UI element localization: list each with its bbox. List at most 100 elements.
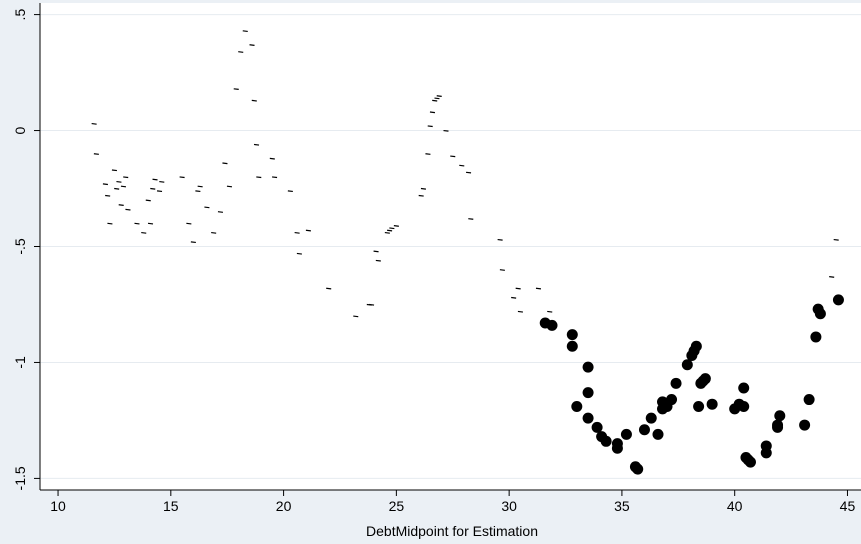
data-point-s0-66 [497,238,503,241]
data-point-s0-64 [465,171,472,174]
data-point-s0-0 [91,122,97,125]
data-point-s0-48 [375,259,381,262]
data-point-s0-1 [93,153,99,155]
data-point-s0-42 [305,229,311,232]
data-point-s0-17 [152,178,158,181]
y-axis-ticks: .5 0 -.5 -1 -1.5 [12,9,40,490]
x-tick-label-4: 30 [501,498,517,514]
y-tick-label-3: -1 [12,356,28,369]
data-point-s0-62 [450,155,456,158]
data-point-s0-18 [156,190,163,193]
data-point-s0-55 [425,153,431,155]
x-tick-label-6: 40 [727,498,743,514]
data-point-s0-30 [233,88,239,91]
data-point-s0-28 [222,162,228,165]
gridlines [40,14,861,479]
data-point-s1-39 [744,456,756,468]
data-point-s0-21 [186,222,192,225]
data-point-s1-36 [738,382,750,394]
data-point-s1-28 [693,401,705,413]
data-point-s1-7 [582,412,594,424]
x-tick-label-3: 25 [389,498,405,514]
data-point-s0-22 [190,241,196,244]
data-point-s0-9 [120,185,127,188]
data-point-s0-71 [535,287,542,290]
data-point-s1-6 [582,387,594,399]
y-tick-label-0: .5 [12,9,28,21]
data-point-s0-69 [515,287,521,290]
data-point-s0-20 [179,176,185,179]
data-point-s1-35 [738,401,750,413]
data-point-s0-19 [159,180,165,183]
data-point-s0-63 [459,164,465,167]
data-point-s0-31 [238,51,244,53]
y-tick-label-2: -.5 [12,238,28,255]
data-point-s0-37 [269,157,275,160]
data-point-s1-17 [645,412,657,424]
x-tick-label-0: 10 [50,498,66,514]
data-point-s0-43 [326,287,332,290]
data-point-s0-14 [145,199,151,202]
x-axis-title: DebtMidpoint for Estimation [366,523,538,539]
data-point-s0-25 [204,206,210,209]
data-point-s0-49 [384,231,390,234]
data-point-s0-16 [150,187,156,190]
data-point-s0-23 [195,190,201,193]
data-point-s1-46 [803,394,815,406]
data-point-s1-13 [620,428,632,440]
data-point-s1-8 [591,421,603,433]
data-point-s0-51 [389,227,395,230]
data-point-s1-22 [666,394,678,406]
data-point-s0-72 [547,310,553,313]
y-tick-label-1: 0 [12,126,28,134]
data-point-s1-18 [652,428,664,440]
x-tick-label-1: 15 [163,498,179,514]
x-tick-label-5: 35 [614,498,630,514]
data-point-s0-13 [141,231,147,234]
data-point-s0-53 [418,194,424,197]
data-point-s0-15 [147,222,154,225]
data-point-s0-44 [353,315,359,318]
data-point-s1-44 [774,410,786,422]
data-point-s1-12 [611,438,623,450]
data-point-s0-26 [211,231,217,234]
data-point-s0-34 [251,99,257,102]
data-point-s0-46 [368,303,375,306]
data-point-s0-6 [114,187,120,190]
data-point-s0-35 [253,143,260,146]
data-points [91,30,844,475]
data-point-s0-67 [499,269,505,271]
data-point-s0-52 [393,225,399,227]
data-point-s0-10 [123,176,129,179]
data-point-s0-74 [833,238,839,241]
y-tick-label-4: -1.5 [12,466,28,490]
data-point-s0-11 [125,208,131,211]
data-point-s1-32 [706,398,718,410]
data-point-s1-2 [566,329,578,341]
data-point-s1-4 [571,401,583,413]
data-point-s1-47 [810,331,822,343]
data-point-s0-36 [256,176,262,179]
data-point-s0-61 [443,129,449,132]
x-axis-ticks: 10 15 20 25 30 35 40 45 [50,490,855,514]
data-point-s0-59 [434,97,440,100]
data-point-s0-40 [294,231,300,234]
data-point-s1-10 [600,435,612,447]
data-point-s0-73 [829,276,835,278]
data-point-s0-57 [429,111,436,114]
data-point-s1-15 [632,463,644,475]
data-point-s0-68 [511,296,517,299]
data-point-s0-50 [387,229,393,232]
data-point-s1-16 [638,424,650,436]
data-point-s0-41 [296,252,302,255]
data-point-s0-29 [226,185,233,188]
data-point-s0-38 [271,176,278,179]
data-point-s1-23 [670,377,682,389]
data-point-s0-12 [134,222,140,225]
data-point-s0-60 [436,95,442,97]
data-point-s0-47 [373,250,379,253]
data-point-s0-24 [197,185,203,188]
data-point-s0-39 [287,190,293,193]
data-point-s0-65 [468,218,474,220]
data-point-s0-5 [111,169,118,172]
